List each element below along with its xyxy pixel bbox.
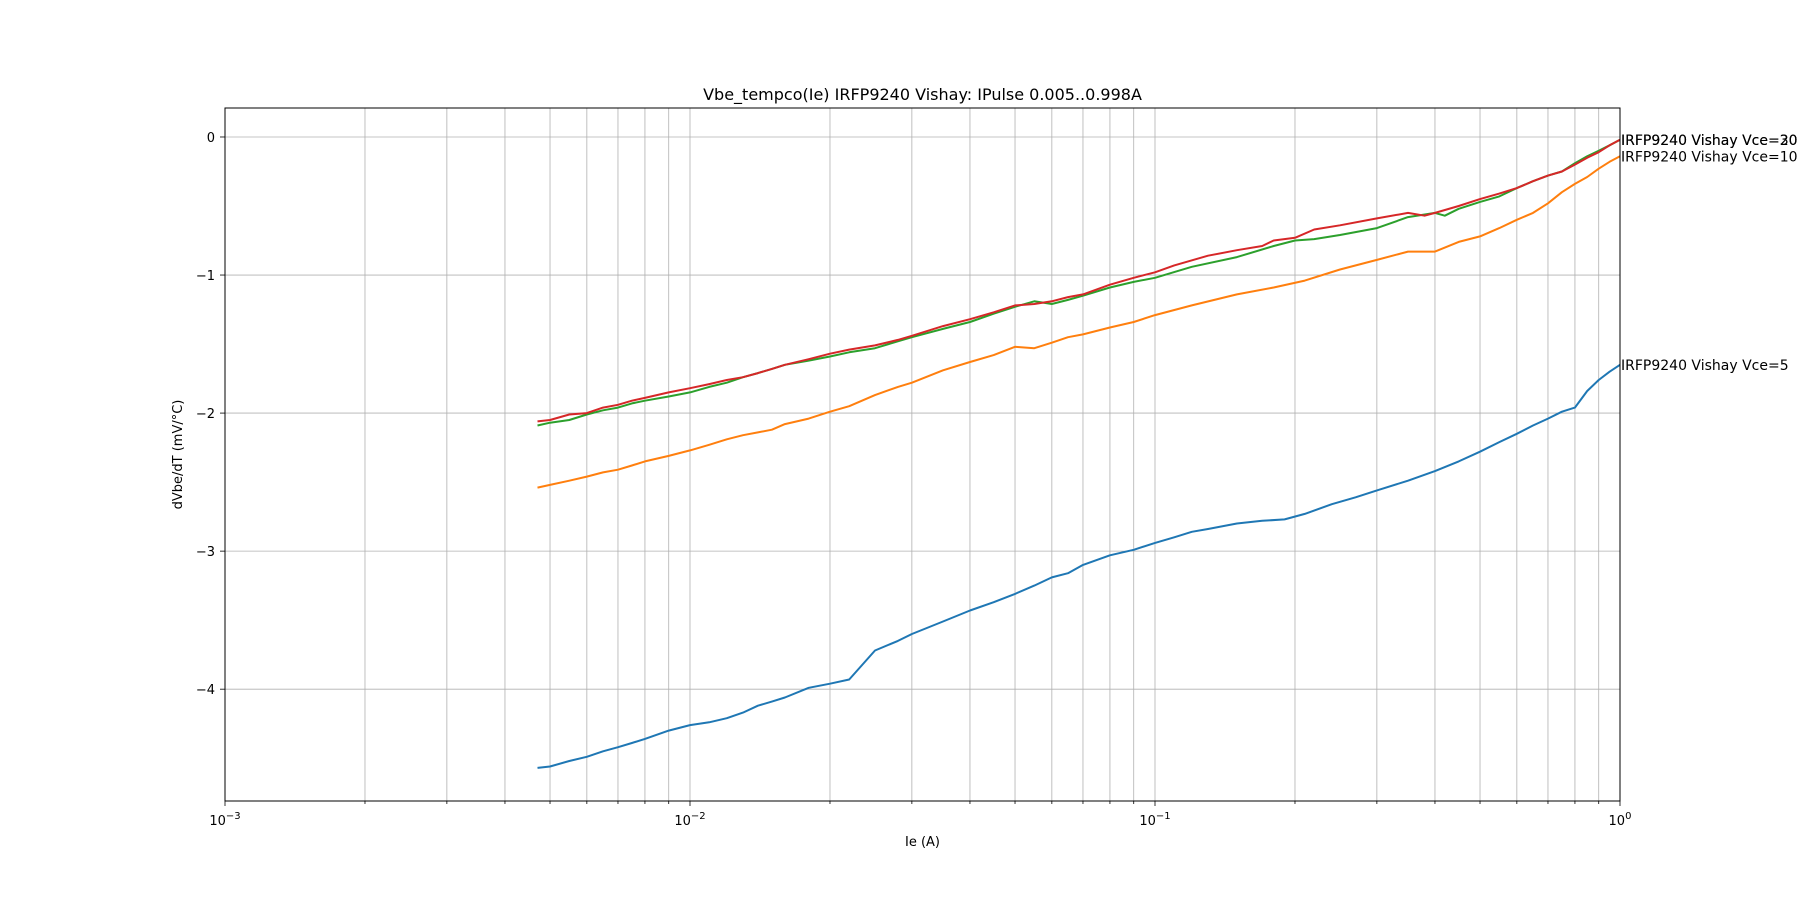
y-tick-label: −4 <box>196 683 215 698</box>
y-tick-label: −1 <box>196 269 215 284</box>
x-tick-label: 10−2 <box>674 811 705 829</box>
series-line-3 <box>537 138 1621 427</box>
series-line-1 <box>537 363 1621 769</box>
series-label-1: IRFP9240 Vishay Vce=5 <box>1621 358 1789 374</box>
series-line-4 <box>537 138 1621 423</box>
chart-title: Vbe_tempco(Ie) IRFP9240 Vishay: IPulse 0… <box>703 85 1142 105</box>
x-tick-label: 10−3 <box>209 811 240 829</box>
y-tick-label: −2 <box>196 407 215 422</box>
series-line-2 <box>537 155 1621 489</box>
series-labels: IRFP9240 Vishay Vce=5 IRFP9240 Vishay Vce… <box>1621 133 1798 374</box>
x-axis-label: Ie (A) <box>905 835 940 850</box>
x-tick-label: 100 <box>1609 811 1632 829</box>
series-lines <box>537 138 1621 769</box>
plot-frame <box>224 107 1621 802</box>
axis-ticks: 0 −1 −2 −3 −4 10−3 10−2 10−1 100 <box>196 131 1632 829</box>
series-label-2: IRFP9240 Vishay Vce=10 <box>1621 149 1798 165</box>
grid-lines <box>224 108 1621 801</box>
x-tick-label: 10−1 <box>1139 811 1170 829</box>
series-label-3: IRFP9240 Vishay Vce=20 <box>1621 133 1798 149</box>
series-label-4: IRFP9240 Vishay Vce=30 <box>1621 133 1798 149</box>
y-axis-label: dVbe/dT (mV/°C) <box>171 400 186 510</box>
y-tick-label: 0 <box>207 131 215 146</box>
y-tick-label: −3 <box>196 545 215 560</box>
